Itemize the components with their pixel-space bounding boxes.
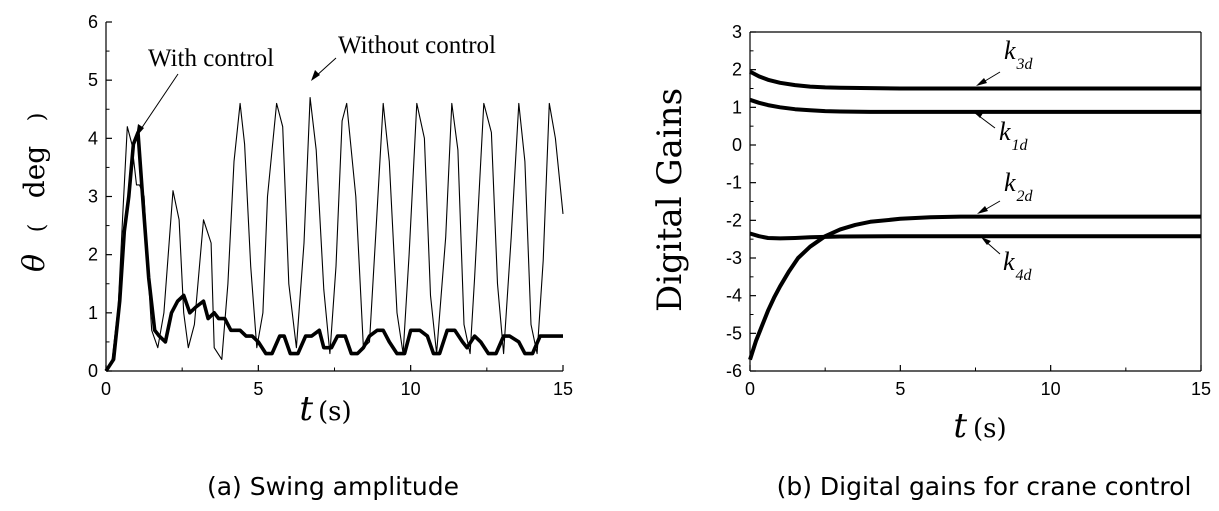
chart-a-series <box>104 97 564 372</box>
label-k3d-arrowhead <box>976 78 987 86</box>
series-k1d <box>749 97 1201 114</box>
label-k4d: k4d <box>1003 247 1033 284</box>
chart-b-xlabel-unit: (s) <box>973 414 1007 444</box>
chart-a-ylabel-paren-close: ) <box>25 113 50 122</box>
label-k4d-arrowhead <box>981 237 991 245</box>
chart-b-xlabel-var: t <box>953 406 967 446</box>
chart-a-caption: (a) Swing amplitude <box>207 472 459 501</box>
chart-b-ytick-label: -6 <box>726 361 742 381</box>
label-k3d: k3d <box>1004 36 1034 73</box>
chart-b-ylabel: Digital Gains <box>650 88 690 312</box>
chart-a-xtick-label: 5 <box>253 379 263 399</box>
chart-a-xtick-label: 0 <box>101 379 111 399</box>
chart-b-ytick-label: 2 <box>732 60 742 80</box>
chart-a-ytick-label: 4 <box>88 128 98 148</box>
annotation-without-control-arrowhead <box>311 70 320 81</box>
chart-a-ylabel-unit: deg <box>18 146 51 198</box>
chart-a-ylabel-var: θ <box>17 254 52 272</box>
chart-b-xtick-label: 5 <box>895 379 905 399</box>
chart-b-ytick-label: 3 <box>732 22 742 42</box>
chart-a-xtick-label: 10 <box>401 379 421 399</box>
series-k4d <box>749 231 1201 241</box>
chart-b-ytick-label: -5 <box>726 323 742 343</box>
label-k2d: k2d <box>1004 168 1034 205</box>
series-k3d <box>749 69 1201 91</box>
chart-b-ytick-label: 0 <box>732 135 742 155</box>
chart-a-ticks: 0 5 10 15 0 1 2 3 4 5 6 <box>88 12 573 399</box>
chart-b-xtick-label: 10 <box>1041 379 1061 399</box>
chart-a-ytick-label: 5 <box>88 70 98 90</box>
chart-a: 0 5 10 15 0 1 2 3 4 5 6 θ deg ( ) t (s) With contr… <box>17 12 573 501</box>
annotation-with-control-arrowhead <box>136 124 144 137</box>
chart-b-xtick-label: 0 <box>745 379 755 399</box>
annotation-without-control: Without control <box>338 32 496 59</box>
label-k1d-arrowhead <box>972 110 983 118</box>
series-with-control <box>104 130 563 372</box>
chart-a-xlabel-var: t <box>299 389 313 429</box>
annotation-with-control: With control <box>148 45 274 72</box>
chart-a-xtick-label: 15 <box>553 379 573 399</box>
series-without-control <box>105 97 564 372</box>
label-k1d: k1d <box>999 117 1029 154</box>
chart-b-ytick-label: -3 <box>726 248 742 268</box>
chart-a-ytick-label: 1 <box>88 303 98 323</box>
chart-a-ytick-label: 2 <box>88 245 98 265</box>
chart-a-ylabel-paren-open: ( <box>25 224 50 233</box>
chart-a-ytick-label: 0 <box>88 361 98 381</box>
chart-b-xtick-label: 15 <box>1191 379 1211 399</box>
chart-a-xlabel-unit: (s) <box>318 397 352 427</box>
label-k2d-arrowhead <box>977 206 988 214</box>
chart-a-ytick-label: 6 <box>88 12 98 32</box>
chart-b-caption: (b) Digital gains for crane control <box>777 472 1192 501</box>
chart-b-ytick-label: -1 <box>726 173 742 193</box>
chart-b-ytick-label: -2 <box>726 210 742 230</box>
chart-b-series <box>748 69 1201 361</box>
chart-b-ytick-label: -4 <box>726 286 742 306</box>
chart-a-ytick-label: 3 <box>88 187 98 207</box>
chart-b-ytick-label: 1 <box>732 97 742 117</box>
annotation-with-control-arrow <box>138 73 179 133</box>
